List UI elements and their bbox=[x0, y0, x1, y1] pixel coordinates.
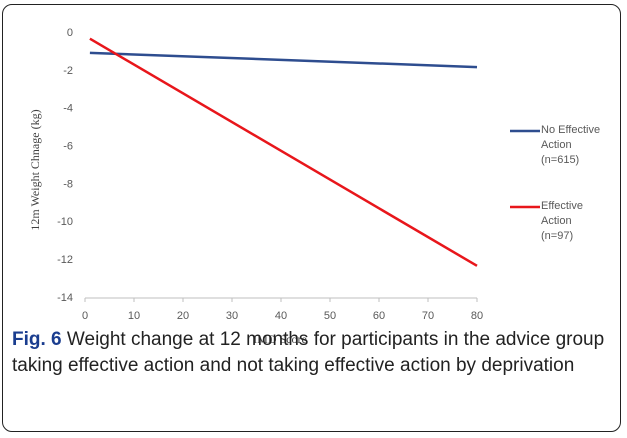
x-tick-label: 30 bbox=[226, 310, 238, 322]
series-line bbox=[89, 37, 478, 267]
caption-label: Fig. 6 bbox=[12, 329, 62, 350]
x-tick-label: 60 bbox=[373, 310, 385, 322]
y-tick-label: -8 bbox=[63, 178, 73, 190]
y-tick-label: -6 bbox=[63, 140, 73, 152]
x-axis-title: IMD Score bbox=[253, 332, 307, 346]
x-tick-label: 0 bbox=[82, 310, 88, 322]
x-tick-label: 40 bbox=[275, 310, 287, 322]
y-axis-title: 12m Weight Chnage (kg) bbox=[28, 109, 42, 230]
figure-frame bbox=[2, 4, 621, 432]
caption: Fig. 6 Weight change at 12 months for pa… bbox=[12, 327, 612, 379]
x-tick-label: 80 bbox=[471, 310, 483, 322]
y-tick-label: -10 bbox=[57, 216, 73, 228]
y-tick-label: -12 bbox=[57, 254, 73, 266]
y-tick-label: -14 bbox=[57, 292, 73, 304]
legend-label: No Effective Action (n=615) bbox=[541, 124, 601, 166]
series-line bbox=[89, 51, 478, 69]
y-tick-label: 0 bbox=[67, 27, 73, 39]
caption-text: Weight change at 12 months for participa… bbox=[12, 329, 605, 376]
legend-label: Effective Action (n=97) bbox=[541, 200, 583, 242]
x-tick-label: 10 bbox=[128, 310, 140, 322]
y-tick-label: -4 bbox=[63, 103, 73, 115]
x-tick-label: 70 bbox=[422, 310, 434, 322]
x-tick-label: 20 bbox=[177, 310, 189, 322]
x-tick-label: 50 bbox=[324, 310, 336, 322]
y-tick-label: -2 bbox=[63, 65, 73, 77]
